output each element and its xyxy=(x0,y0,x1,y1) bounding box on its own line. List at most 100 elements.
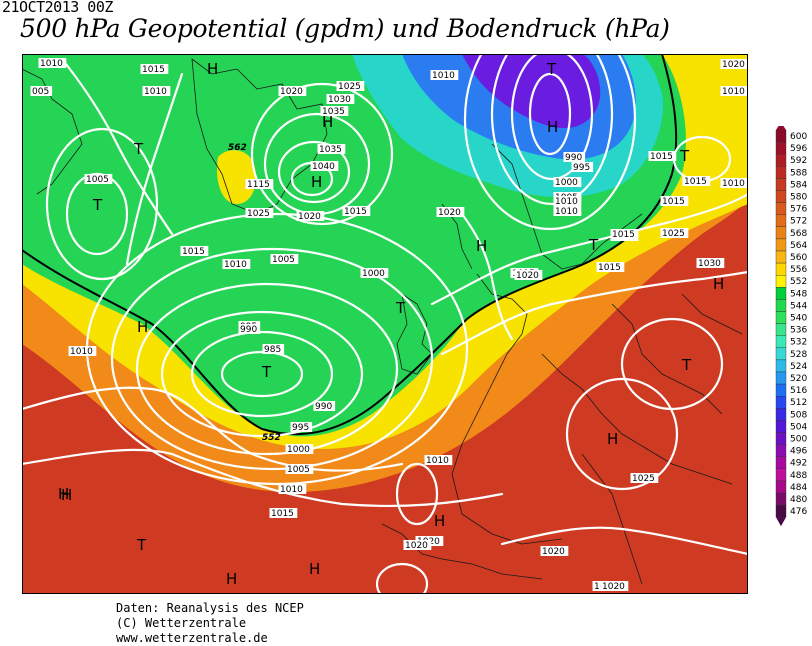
legend-value: 588 xyxy=(790,168,807,178)
svg-text:1015: 1015 xyxy=(684,177,707,187)
isobar-label: 990 xyxy=(563,152,586,163)
legend-value: 580 xyxy=(790,193,807,203)
legend-swatch xyxy=(775,154,787,167)
isobar-label: 1015 xyxy=(610,229,639,240)
chart-title: 500 hPa Geopotential (gpdm) und Bodendru… xyxy=(20,14,670,43)
credits-line-website: www.wetterzentrale.de xyxy=(116,631,268,645)
isobar-label: 995 xyxy=(290,422,313,433)
isobar-label: 1025 xyxy=(630,473,659,484)
svg-text:1005: 1005 xyxy=(86,175,109,185)
svg-text:1020: 1020 xyxy=(722,60,745,70)
svg-text:1010: 1010 xyxy=(432,71,455,81)
legend-swatch xyxy=(775,468,787,482)
svg-text:1025: 1025 xyxy=(338,82,361,92)
isobar-label: 1010 xyxy=(142,86,171,97)
svg-text:1020: 1020 xyxy=(602,582,625,592)
high-pressure-center: H xyxy=(434,512,445,530)
isobar-label: 1035 xyxy=(317,144,346,155)
svg-text:990: 990 xyxy=(315,402,332,412)
legend-value: 504 xyxy=(790,422,807,432)
legend-value: 512 xyxy=(790,398,807,408)
legend-swatch xyxy=(775,311,787,324)
svg-text:1015: 1015 xyxy=(612,230,635,240)
isobar-label: 1010 xyxy=(720,86,748,97)
legend-swatch xyxy=(775,504,787,518)
svg-text:1015: 1015 xyxy=(598,263,621,273)
svg-text:1010: 1010 xyxy=(280,485,303,495)
low-pressure-center: T xyxy=(395,299,406,317)
isobar-label: 1005 xyxy=(84,174,113,185)
legend-swatch xyxy=(775,396,787,409)
isobar-label: 1015 xyxy=(180,246,209,257)
svg-text:1015: 1015 xyxy=(650,152,673,162)
svg-text:990: 990 xyxy=(565,153,582,163)
datestamp: 21OCT2013 00Z xyxy=(2,0,113,16)
legend-value: 528 xyxy=(790,350,807,360)
legend-value: 500 xyxy=(790,435,807,445)
credits: Daten: Reanalysis des NCEP (C) Wetterzen… xyxy=(116,601,304,646)
legend-value: 568 xyxy=(790,229,807,239)
isobar-label: 1025 xyxy=(336,81,365,92)
svg-text:1010: 1010 xyxy=(722,87,745,97)
svg-text:1030: 1030 xyxy=(328,95,351,105)
color-legend: 600 596 592 588 584 580 576 572 568 564 560 556 552 5… xyxy=(775,126,807,526)
isobar-label: 1010 xyxy=(38,58,67,69)
isobar-label: 1000 xyxy=(553,177,582,188)
isobar-label: 1010 xyxy=(553,206,582,217)
low-pressure-center: T xyxy=(261,363,272,381)
svg-text:1030: 1030 xyxy=(698,259,721,269)
svg-text:1040: 1040 xyxy=(312,162,335,172)
svg-text:1015: 1015 xyxy=(182,247,205,257)
isobar-label: 1015 xyxy=(682,176,711,187)
high-pressure-center: H xyxy=(309,560,320,578)
low-pressure-center: T xyxy=(546,60,557,78)
credits-line-data-source: Daten: Reanalysis des NCEP xyxy=(116,601,304,615)
isobar-label: 1015 xyxy=(342,206,371,217)
high-pressure-center: H xyxy=(207,60,218,78)
svg-text:1005: 1005 xyxy=(272,255,295,265)
isobar-label: 1015 xyxy=(660,196,689,207)
legend-swatch xyxy=(775,166,787,179)
map-frame xyxy=(22,54,748,594)
legend-value: 496 xyxy=(790,447,807,457)
legend-value: 544 xyxy=(790,301,807,311)
legend-value: 536 xyxy=(790,326,807,336)
legend-swatch xyxy=(775,299,787,312)
svg-text:1020: 1020 xyxy=(405,541,428,551)
svg-text:1015: 1015 xyxy=(344,207,367,217)
isobar-label: 985 xyxy=(262,344,285,355)
svg-text:990: 990 xyxy=(240,325,257,335)
svg-text:1010: 1010 xyxy=(40,59,63,69)
legend-swatch xyxy=(775,287,787,300)
svg-text:1015: 1015 xyxy=(142,65,165,75)
svg-text:985: 985 xyxy=(264,345,281,355)
legend-value: 552 xyxy=(790,277,807,287)
isobar-label: 1015 xyxy=(140,64,169,75)
isobar-label: 1010 xyxy=(430,70,459,81)
legend-swatch xyxy=(775,262,787,276)
legend-swatch xyxy=(775,408,787,421)
isobar-label: 1020 xyxy=(720,59,748,70)
contour-label-562: 562 xyxy=(228,143,247,153)
legend-swatch xyxy=(775,371,787,385)
isobar-label: 1030 xyxy=(326,94,355,105)
isobar-label: 1040 xyxy=(310,161,339,172)
legend-swatch xyxy=(775,202,787,215)
legend-swatch xyxy=(775,335,787,348)
legend-swatch xyxy=(775,250,787,264)
legend-value: 572 xyxy=(790,217,807,227)
isobar-label: 1115 xyxy=(245,179,274,190)
high-pressure-center: H xyxy=(137,318,148,336)
legend-value: 516 xyxy=(790,386,807,396)
svg-text:1000: 1000 xyxy=(287,445,310,455)
isobar-label: 1020 xyxy=(403,540,432,551)
region-violet-core xyxy=(462,54,601,129)
legend-swatch xyxy=(775,129,787,143)
svg-text:995: 995 xyxy=(292,423,309,433)
svg-text:1020: 1020 xyxy=(542,547,565,557)
legend-swatch xyxy=(775,178,787,191)
svg-text:1015: 1015 xyxy=(271,509,294,519)
credits-line-copyright: (C) Wetterzentrale xyxy=(116,616,247,630)
isobar-label: 005 xyxy=(30,86,53,97)
